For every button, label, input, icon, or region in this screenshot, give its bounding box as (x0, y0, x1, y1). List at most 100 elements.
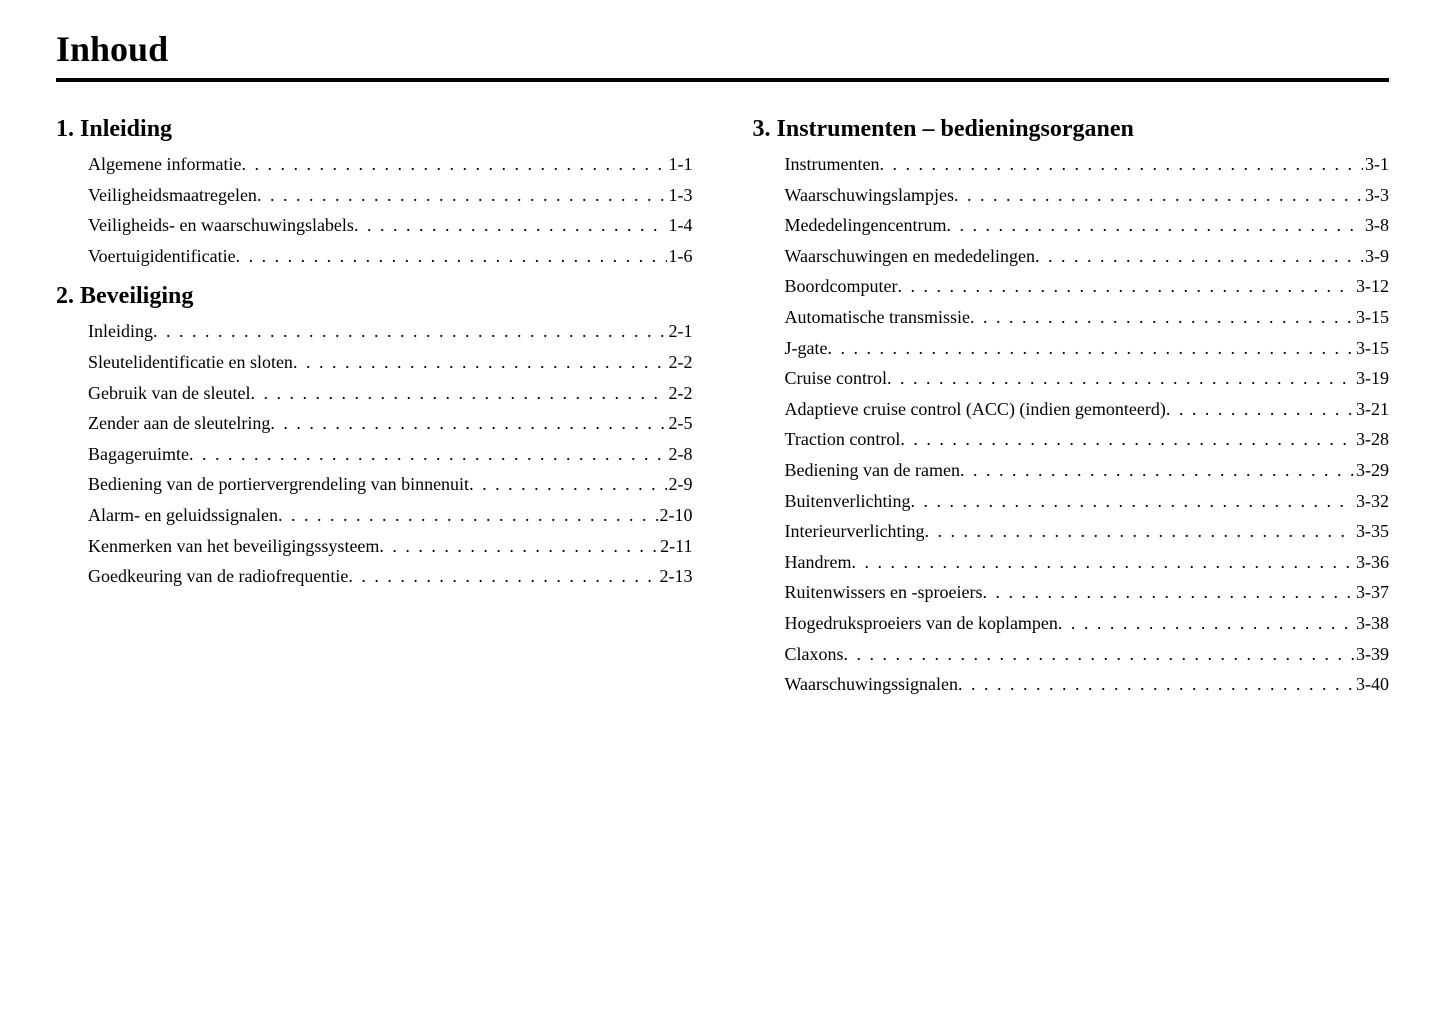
section-entries: Inleiding2-1Sleutelidentificatie en slot… (88, 316, 693, 591)
toc-entry-label: Bediening van de portiervergrendeling va… (88, 469, 469, 500)
toc-entry: Veiligheids- en waarschuwingslabels 1-4 (88, 210, 693, 241)
toc-entry-page: 3-40 (1354, 669, 1389, 700)
toc-entry-label: Claxons (785, 639, 844, 670)
toc-entry-page: 3-1 (1363, 149, 1389, 180)
toc-entry-label: Gebruik van de sleutel (88, 378, 250, 409)
toc-entry-label: Interieurverlichting (785, 516, 925, 547)
toc-entry: Interieurverlichting3-35 (785, 516, 1390, 547)
toc-entry: Boordcomputer3-12 (785, 271, 1390, 302)
toc-entry: Veiligheidsmaatregelen1-3 (88, 180, 693, 211)
toc-leader-dots (910, 486, 1354, 517)
toc-leader-dots (946, 210, 1363, 241)
toc-entry: Voertuigidentificatie1-6 (88, 241, 693, 272)
toc-entry-page: 3-3 (1363, 180, 1389, 211)
toc-entry: Waarschuwingen en mededelingen 3-9 (785, 241, 1390, 272)
toc-leader-dots (897, 271, 1354, 302)
toc-entry: Goedkeuring van de radiofrequentie2-13 (88, 561, 693, 592)
toc-entry-label: Inleiding (88, 316, 153, 347)
section-title: Inleiding (80, 116, 172, 142)
toc-entry: Bagageruimte2-8 (88, 439, 693, 470)
toc-entry-label: Algemene informatie (88, 149, 241, 180)
toc-entry-label: Hogedruksproeiers van de koplampen (785, 608, 1058, 639)
toc-leader-dots (827, 333, 1354, 364)
toc-entry: Alarm- en geluidssignalen 2-10 (88, 500, 693, 531)
toc-entry-label: Cruise control (785, 363, 887, 394)
toc-leader-dots (257, 180, 667, 211)
toc-entry-page: 2-5 (667, 408, 693, 439)
toc-entry-page: 2-1 (667, 316, 693, 347)
section-title: Instrumenten – bedieningsorganen (777, 116, 1134, 142)
toc-entry-label: Alarm- en geluidssignalen (88, 500, 278, 531)
toc-entry: Automatische transmissie3-15 (785, 302, 1390, 333)
toc-entry: Cruise control 3-19 (785, 363, 1390, 394)
toc-entry: Bediening van de portiervergrendeling va… (88, 469, 693, 500)
toc-entry-page: 2-10 (658, 500, 693, 531)
toc-leader-dots (250, 378, 666, 409)
toc-entry-label: Automatische transmissie (785, 302, 970, 333)
title-rule (56, 78, 1389, 82)
toc-entry-label: Zender aan de sleutelring (88, 408, 270, 439)
toc-leader-dots (887, 363, 1354, 394)
toc-entry-label: Handrem (785, 547, 852, 578)
toc-entry-label: Sleutelidentificatie en sloten (88, 347, 293, 378)
toc-entry-page: 3-29 (1354, 455, 1389, 486)
toc-entry-label: Adaptieve cruise control (ACC) (indien g… (785, 394, 1166, 425)
toc-entry-label: Ruitenwissers en -sproeiers (785, 577, 983, 608)
toc-entry: Handrem 3-36 (785, 547, 1390, 578)
section-heading: 1. Inleiding (56, 116, 693, 143)
toc-entry: Adaptieve cruise control (ACC) (indien g… (785, 394, 1390, 425)
toc-entry-page: 3-36 (1354, 547, 1389, 578)
toc-leader-dots (879, 149, 1363, 180)
toc-entry: Waarschuwingssignalen 3-40 (785, 669, 1390, 700)
toc-leader-dots (851, 547, 1354, 578)
toc-entry: Inleiding 2-1 (88, 316, 693, 347)
toc-leader-dots (1166, 394, 1354, 425)
toc-entry-page: 3-19 (1354, 363, 1389, 394)
toc-entry-page: 3-21 (1354, 394, 1389, 425)
toc-leader-dots (970, 302, 1354, 333)
toc-entry: Sleutelidentificatie en sloten2-2 (88, 347, 693, 378)
toc-entry: Hogedruksproeiers van de koplampen3-38 (785, 608, 1390, 639)
toc-entry: Traction control 3-28 (785, 424, 1390, 455)
toc-entry-label: Traction control (785, 424, 901, 455)
toc-entry-label: Veiligheids- en waarschuwingslabels (88, 210, 354, 241)
toc-entry-page: 3-8 (1363, 210, 1389, 241)
section-number: 2. (56, 283, 74, 309)
toc-leader-dots (153, 316, 667, 347)
toc-entry-label: Waarschuwingen en mededelingen (785, 241, 1035, 272)
section-entries: Instrumenten 3-1 Waarschuwingslampjes 3-3Me… (785, 149, 1390, 700)
toc-entry: Instrumenten 3-1 (785, 149, 1390, 180)
toc-entry-page: 1-4 (667, 210, 693, 241)
section-heading: 3. Instrumenten – bedieningsorganen (753, 116, 1390, 143)
toc-entry-page: 3-28 (1354, 424, 1389, 455)
toc-leader-dots (241, 149, 666, 180)
toc-leader-dots (954, 180, 1363, 211)
toc-entry-page: 2-9 (667, 469, 693, 500)
toc-entry-page: 2-8 (667, 439, 693, 470)
toc-leader-dots (958, 669, 1354, 700)
toc-entry-label: Buitenverlichting (785, 486, 911, 517)
toc-entry-label: Voertuigidentificatie (88, 241, 236, 272)
toc-entry-page: 1-1 (667, 149, 693, 180)
toc-leader-dots (379, 531, 658, 562)
toc-entry: Claxons3-39 (785, 639, 1390, 670)
toc-leader-dots (348, 561, 657, 592)
toc-entry: Algemene informatie 1-1 (88, 149, 693, 180)
toc-entry-page: 3-9 (1363, 241, 1389, 272)
toc-entry-page: 1-3 (667, 180, 693, 211)
toc-leader-dots (278, 500, 658, 531)
toc-leader-dots (900, 424, 1354, 455)
toc-leader-dots (1035, 241, 1363, 272)
toc-leader-dots (982, 577, 1354, 608)
toc-entry-page: 3-12 (1354, 271, 1389, 302)
toc-entry-label: J-gate (785, 333, 828, 364)
toc-entry-label: Waarschuwingssignalen (785, 669, 959, 700)
toc-leader-dots (924, 516, 1354, 547)
toc-entry-label: Waarschuwingslampjes (785, 180, 955, 211)
toc-entry: Mededelingencentrum3-8 (785, 210, 1390, 241)
toc-leader-dots (270, 408, 666, 439)
section-heading: 2. Beveiliging (56, 283, 693, 310)
toc-leader-dots (469, 469, 666, 500)
toc-entry-label: Instrumenten (785, 149, 880, 180)
toc-entry: Gebruik van de sleutel2-2 (88, 378, 693, 409)
